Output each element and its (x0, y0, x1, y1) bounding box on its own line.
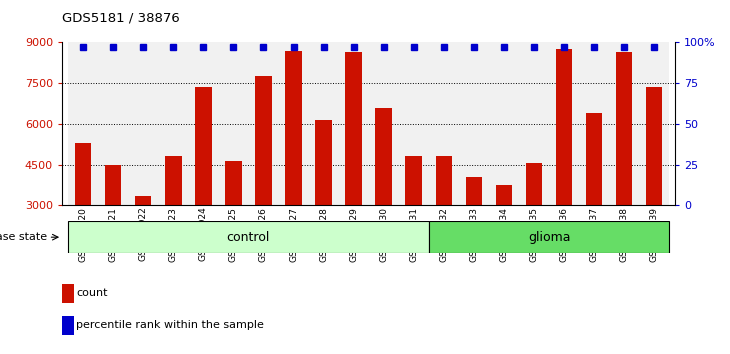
Bar (62, 284, 74, 303)
Bar (526, 163, 542, 205)
Bar (165, 156, 182, 205)
Bar (429, 42, 459, 205)
Bar (345, 52, 362, 205)
Bar (519, 42, 549, 205)
Bar (285, 51, 301, 205)
Bar (405, 156, 422, 205)
Bar (459, 42, 489, 205)
Text: percentile rank within the sample: percentile rank within the sample (76, 320, 264, 330)
Bar (399, 42, 429, 205)
Bar (369, 42, 399, 205)
Bar (496, 185, 512, 205)
Bar (556, 49, 572, 205)
Bar (315, 120, 332, 205)
Bar (489, 42, 519, 205)
Bar (188, 42, 218, 205)
Bar (135, 196, 152, 205)
Bar (62, 316, 74, 335)
Bar (98, 42, 128, 205)
Bar (466, 177, 482, 205)
Bar (105, 165, 121, 205)
Text: control: control (227, 231, 270, 244)
Bar (248, 42, 278, 205)
Bar (609, 42, 639, 205)
Bar (375, 108, 392, 205)
Bar (339, 42, 369, 205)
Bar (218, 42, 248, 205)
Bar (586, 113, 602, 205)
Bar (128, 42, 158, 205)
Bar (646, 87, 663, 205)
Text: GDS5181 / 38876: GDS5181 / 38876 (62, 12, 180, 25)
Bar (549, 42, 579, 205)
Bar (429, 221, 669, 253)
Bar (195, 87, 212, 205)
Bar (158, 42, 188, 205)
Bar (278, 42, 309, 205)
Bar (309, 42, 339, 205)
Text: disease state: disease state (0, 232, 47, 242)
Bar (255, 76, 272, 205)
Bar (75, 143, 91, 205)
Bar (639, 42, 669, 205)
Bar (68, 42, 98, 205)
Bar (579, 42, 609, 205)
Bar (616, 52, 632, 205)
Text: glioma: glioma (528, 231, 570, 244)
Bar (225, 161, 242, 205)
Bar (68, 221, 429, 253)
Text: count: count (76, 288, 108, 298)
Bar (436, 156, 452, 205)
